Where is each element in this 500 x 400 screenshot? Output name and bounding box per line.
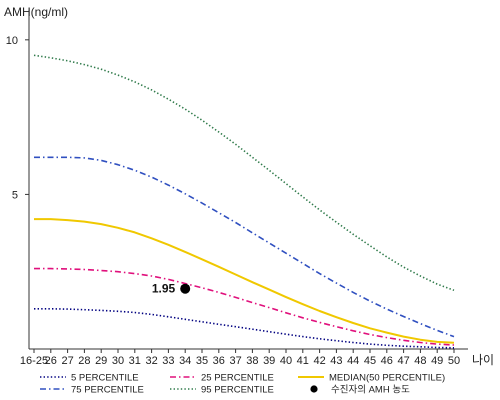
x-tick-label-39: 39 [263, 355, 275, 367]
x-tick-label-42: 42 [313, 355, 325, 367]
x-tick-label-37: 37 [229, 355, 241, 367]
series-line-5-percentile [34, 307, 455, 349]
x-tick-label-38: 38 [246, 355, 258, 367]
series-line-25-percentile [34, 267, 455, 346]
points-layer: 1.95 [152, 282, 191, 296]
patient-amh-point [180, 283, 191, 294]
x-tick-label-47: 47 [397, 355, 409, 367]
x-tick-label-44: 44 [347, 355, 359, 367]
x-tick-label-45: 45 [364, 355, 376, 367]
x-tick-label-27: 27 [61, 355, 73, 367]
legend-marker-patient-amh [310, 385, 318, 393]
x-tick-label-29: 29 [95, 355, 107, 367]
x-tick-label-43: 43 [330, 355, 342, 367]
y-ticks: 5 10 [6, 35, 29, 201]
patient-amh-value-label: 1.95 [152, 282, 176, 296]
y-tick-label-10: 10 [6, 35, 18, 47]
x-tick-label-26: 26 [45, 355, 57, 367]
legend-label-25-percentile: 25 PERCENTILE [201, 373, 274, 384]
series-line-75-percentile [34, 156, 455, 338]
legend-label-patient-amh: 수진자의 AMH 농도 [331, 385, 410, 396]
legend-label-75-percentile: 75 PERCENTILE [71, 385, 144, 396]
x-tick-label-50: 50 [448, 355, 460, 367]
x-tick-label-48: 48 [414, 355, 426, 367]
x-tick-label-41: 41 [297, 355, 309, 367]
x-tick-label-30: 30 [112, 355, 124, 367]
y-axis-title: AMH(ng/ml) [4, 5, 68, 19]
series-layer [33, 54, 455, 349]
legend-label-95-percentile: 95 PERCENTILE [201, 385, 274, 396]
y-tick-label-5: 5 [12, 189, 18, 201]
legend-label-5-percentile: 5 PERCENTILE [71, 373, 139, 384]
x-tick-label-49: 49 [431, 355, 443, 367]
series-line-95-percentile [33, 54, 455, 292]
x-tick-label-31: 31 [129, 355, 141, 367]
x-tick-label-16-25: 16-25 [20, 355, 48, 367]
x-tick-label-28: 28 [78, 355, 90, 367]
series-line-median-50-percentile [34, 218, 455, 344]
x-tick-label-33: 33 [162, 355, 174, 367]
x-tick-label-40: 40 [280, 355, 292, 367]
x-tick-label-46: 46 [381, 355, 393, 367]
legend-label-median-50-percentile: MEDIAN(50 PERCENTILE) [329, 373, 445, 384]
x-tick-label-35: 35 [196, 355, 208, 367]
x-axis-title: 나이 [472, 353, 494, 367]
x-tick-label-32: 32 [145, 355, 157, 367]
x-tick-label-36: 36 [213, 355, 225, 367]
x-tick-label-34: 34 [179, 355, 191, 367]
